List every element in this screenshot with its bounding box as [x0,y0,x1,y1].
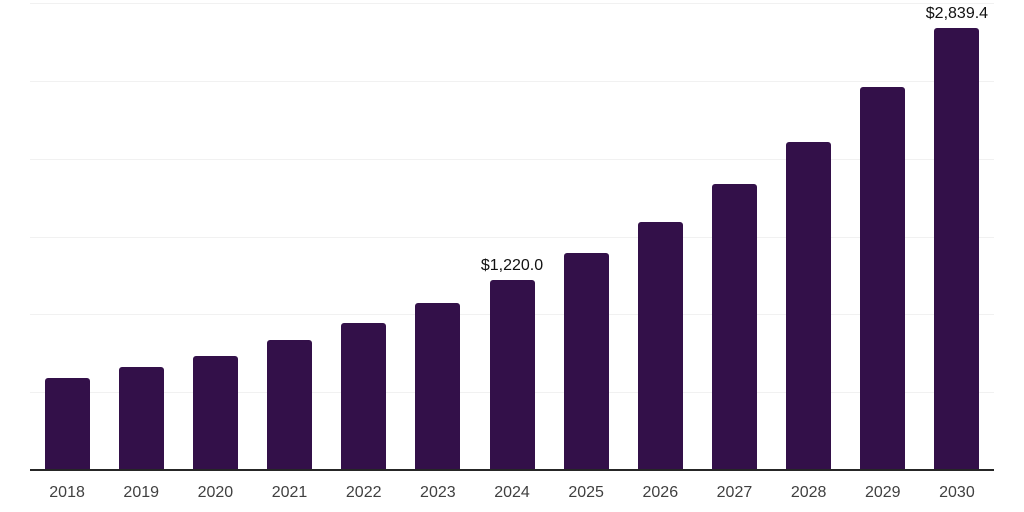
x-tick-2023: 2023 [420,484,456,501]
x-axis-line [30,469,994,471]
x-tick-2022: 2022 [345,484,382,501]
x-tick-2020: 2020 [197,484,234,501]
x-tick-2027: 2027 [716,484,753,501]
bar-2021 [267,340,313,470]
gridline-3000 [30,3,994,4]
bar-2020 [192,355,238,470]
bar-2028 [786,141,832,470]
x-tick-2018: 2018 [49,484,85,501]
value-label-2024: $1,220.0 [480,257,544,275]
bar-2027 [711,184,757,470]
x-tick-2024: 2024 [494,484,530,501]
x-tick-2028: 2028 [790,484,827,501]
gridline-2500 [30,80,994,82]
bar-2018 [44,378,90,470]
bar-2023 [415,302,461,470]
gridline-1500 [30,236,994,238]
bar-2026 [637,222,683,470]
bar-2025 [563,252,609,470]
x-tick-2019: 2019 [123,484,160,501]
value-label-2030: $2,839.4 [925,5,989,22]
bar-2019 [118,367,164,470]
x-tick-2021: 2021 [271,484,308,501]
bar-2029 [860,87,906,470]
bar-2030 [934,28,980,470]
bar-2022 [341,322,387,470]
gridline-2000 [30,158,994,160]
x-tick-2025: 2025 [568,484,604,501]
x-tick-2026: 2026 [642,484,679,501]
bar-2024 [489,280,535,470]
x-tick-2029: 2029 [864,484,901,501]
x-tick-2030: 2030 [939,484,975,501]
